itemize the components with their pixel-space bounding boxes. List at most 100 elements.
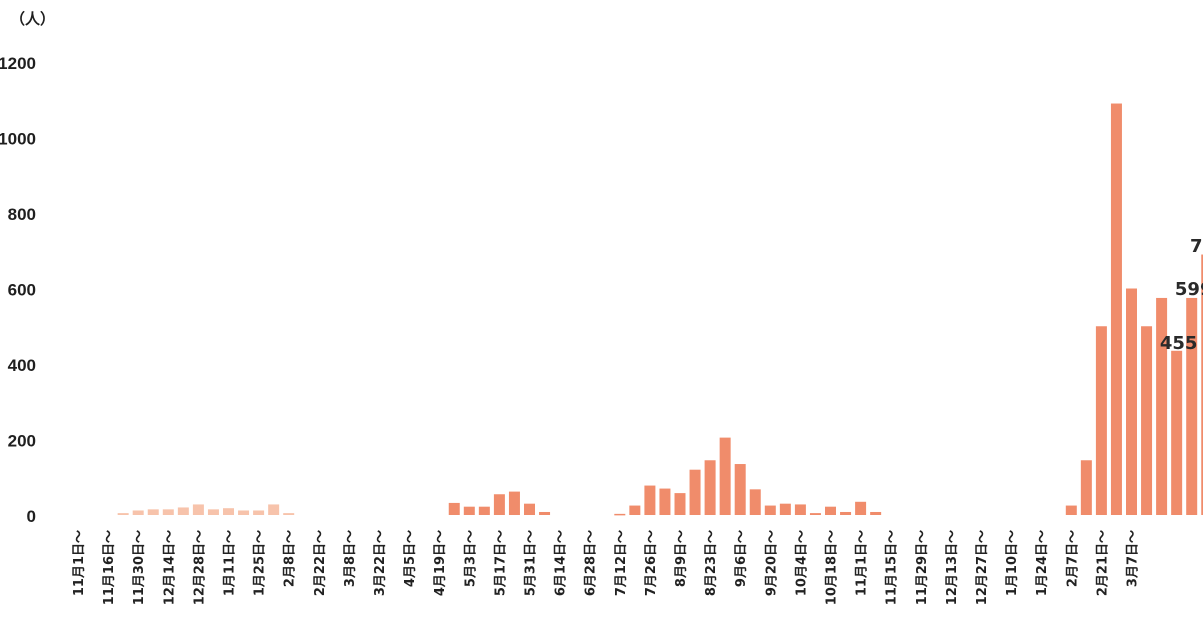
y-tick-label: 0 xyxy=(27,507,36,526)
bar xyxy=(1110,103,1122,516)
bar xyxy=(644,485,656,516)
y-tick-label: 1000 xyxy=(0,130,36,149)
bar xyxy=(524,503,535,515)
x-tick-label: 7月26日～ xyxy=(644,530,659,596)
bar xyxy=(283,513,295,515)
bar xyxy=(870,511,882,515)
bar xyxy=(508,491,520,516)
bar xyxy=(1201,254,1203,515)
x-axis-ticks: 11月1日～ 11月16日～ 11月30日～ 12月14日～ 12月28日～ 1月11日～… xyxy=(72,530,1141,605)
x-tick-label: 11月15日～ xyxy=(885,530,900,605)
bar xyxy=(855,501,867,515)
bar xyxy=(1095,326,1107,515)
bar xyxy=(539,511,551,515)
x-tick-label: 10月4日～ xyxy=(794,530,809,596)
bar xyxy=(478,506,490,515)
bar xyxy=(253,510,265,515)
x-tick-label: 12月14日～ xyxy=(162,530,177,605)
x-tick-label: 1月10日～ xyxy=(1005,530,1020,596)
x-tick-label: 3月22日～ xyxy=(373,530,388,596)
x-tick-label: 11月1日～ xyxy=(72,530,87,596)
bar xyxy=(734,464,746,515)
x-tick-label: 5月31日～ xyxy=(524,530,539,596)
bar-series xyxy=(117,103,1203,516)
bar xyxy=(794,504,806,515)
x-tick-label: 1月25日～ xyxy=(253,530,268,596)
bar xyxy=(147,509,159,515)
x-tick-label: 12月13日～ xyxy=(945,530,960,605)
y-tick-label: 400 xyxy=(8,356,36,375)
x-tick-label: 12月27日～ xyxy=(975,530,990,605)
data-label: 713 xyxy=(1190,236,1203,257)
bar xyxy=(629,505,641,515)
x-tick-label: 4月19日～ xyxy=(433,530,448,596)
x-tick-label: 5月17日～ xyxy=(493,530,508,596)
bar xyxy=(177,507,189,515)
bar xyxy=(704,460,716,515)
bar xyxy=(238,510,250,515)
bar xyxy=(493,494,505,515)
bar xyxy=(463,506,475,515)
bar xyxy=(1171,350,1183,515)
x-tick-label: 7月12日～ xyxy=(614,530,629,596)
bar xyxy=(223,508,234,515)
x-tick-label: 8月9日～ xyxy=(674,530,689,587)
bar xyxy=(659,488,671,515)
x-tick-label: 11月30日～ xyxy=(132,530,147,605)
y-tick-label: 200 xyxy=(8,432,36,451)
bar xyxy=(779,503,791,515)
x-tick-label: 3月8日～ xyxy=(343,530,358,587)
bar xyxy=(1156,297,1168,515)
x-tick-label: 1月11日～ xyxy=(223,530,238,596)
x-tick-label: 11月16日～ xyxy=(102,530,117,605)
bar xyxy=(117,513,129,515)
x-tick-label: 6月28日～ xyxy=(584,530,599,596)
bar xyxy=(207,509,219,515)
x-tick-label: 12月28日～ xyxy=(192,530,207,605)
data-labels: 455599713689 xyxy=(1160,236,1203,354)
bar xyxy=(192,504,204,515)
x-tick-label: 9月6日～ xyxy=(734,530,749,587)
bar xyxy=(689,469,701,515)
x-tick-label: 11月29日～ xyxy=(915,530,930,605)
bar xyxy=(448,502,460,515)
x-tick-label: 10月18日～ xyxy=(825,530,840,605)
bar xyxy=(719,437,731,515)
x-tick-label: 4月5日～ xyxy=(403,530,418,587)
x-tick-label: 8月23日～ xyxy=(704,530,719,596)
bar xyxy=(1141,326,1153,515)
bar xyxy=(809,513,821,515)
y-tick-label: 1200 xyxy=(0,54,36,73)
bar xyxy=(132,510,144,515)
x-tick-label: 2月21日～ xyxy=(1095,530,1110,596)
y-tick-label: 600 xyxy=(8,281,36,300)
bar xyxy=(749,489,761,515)
bar xyxy=(825,506,836,515)
bar xyxy=(268,504,280,515)
data-label: 599 xyxy=(1175,279,1203,300)
x-tick-label: 2月8日～ xyxy=(283,530,298,587)
x-tick-label: 1月24日～ xyxy=(1035,530,1050,596)
x-tick-label: 5月3日～ xyxy=(463,530,478,587)
bar xyxy=(840,511,852,515)
bar xyxy=(764,505,776,515)
bar xyxy=(1126,288,1137,515)
x-tick-label: 3月7日～ xyxy=(1126,530,1141,587)
x-tick-label: 2月7日～ xyxy=(1065,530,1080,587)
y-tick-label: 800 xyxy=(8,205,36,224)
bar xyxy=(1186,297,1198,515)
bar xyxy=(614,513,626,516)
bar xyxy=(162,509,174,515)
x-tick-label: 11月1日～ xyxy=(855,530,870,596)
x-tick-label: 9月20日～ xyxy=(764,530,779,596)
bar xyxy=(674,493,686,515)
y-axis-ticks: 0 200 400 600 800 1000 1200 xyxy=(0,54,36,526)
x-tick-label: 2月22日～ xyxy=(313,530,328,596)
data-label: 455 xyxy=(1160,333,1198,354)
bar xyxy=(1065,505,1077,515)
bar xyxy=(1080,460,1092,515)
x-tick-label: 6月14日～ xyxy=(554,530,569,596)
y-axis-unit: （人） xyxy=(10,10,55,28)
